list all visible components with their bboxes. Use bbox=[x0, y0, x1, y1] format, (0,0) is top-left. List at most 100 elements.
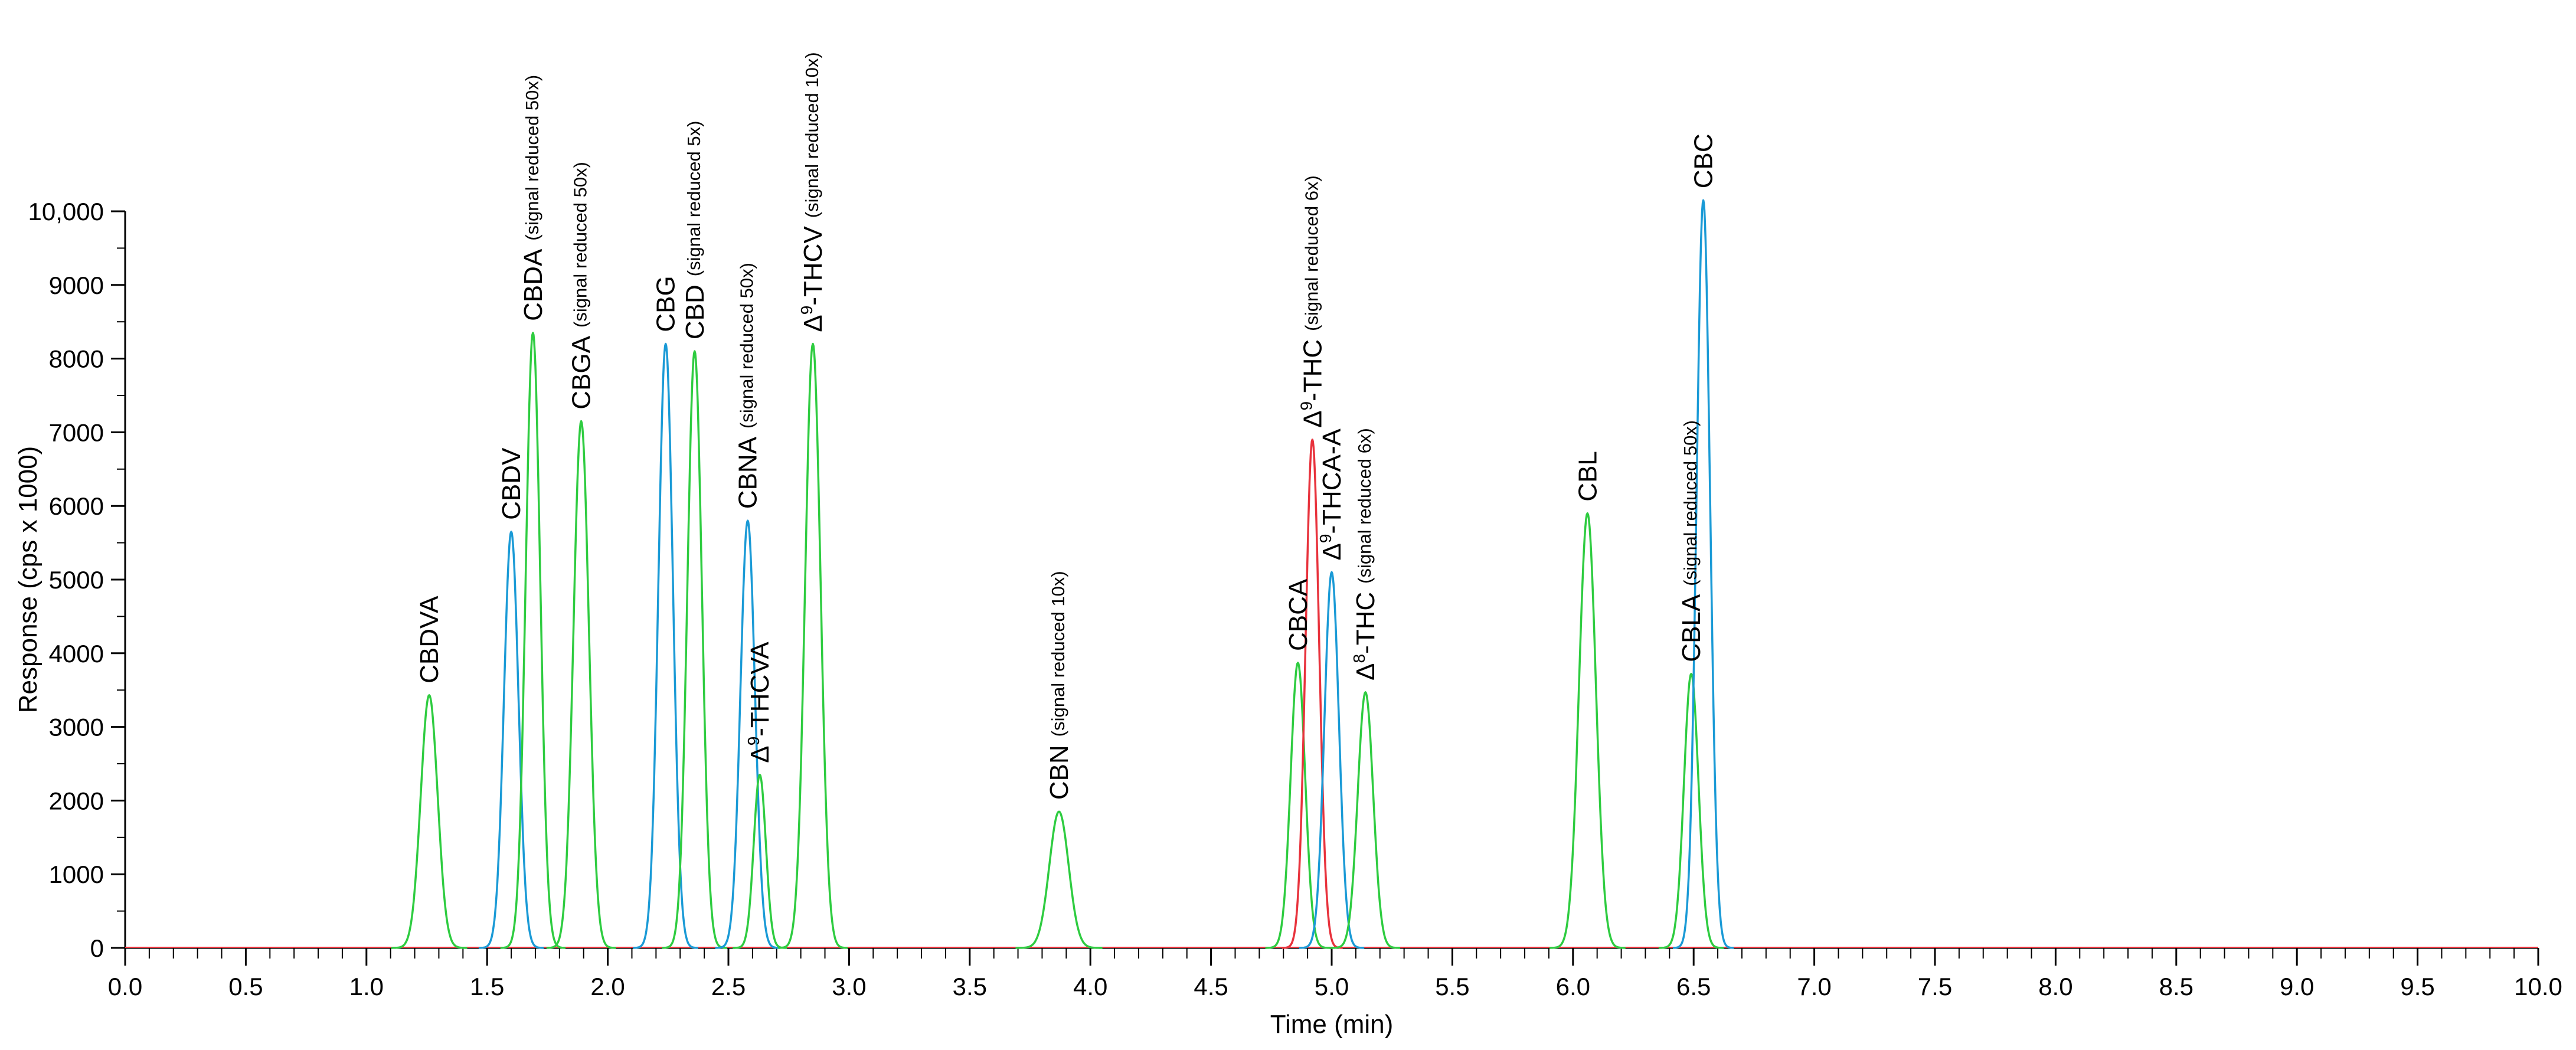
x-tick-label: 7.5 bbox=[1918, 973, 1952, 1000]
peak-label-text: CBGA (signal reduced 50x) bbox=[567, 162, 596, 410]
peak-label-text: Δ8-THC (signal reduced 6x) bbox=[1350, 428, 1380, 681]
peak-note: (signal reduced 6x) bbox=[1301, 175, 1322, 331]
peak-delta-symbol: Δ bbox=[1351, 663, 1380, 681]
peak-note: (signal reduced 50x) bbox=[737, 263, 757, 428]
peak-trace-cbla bbox=[1658, 672, 1725, 949]
peak-label-text: Δ9-THCA-A bbox=[1316, 428, 1346, 560]
peak-name: CBDV bbox=[497, 447, 526, 520]
peak-label-thcv: Δ9-THCV (signal reduced 10x) bbox=[797, 52, 828, 332]
peak-name: CBGA bbox=[567, 335, 596, 409]
peak-name: CBN bbox=[1045, 745, 1074, 800]
peak-label-cbg: CBG bbox=[652, 276, 681, 332]
peak-delta-symbol: Δ bbox=[746, 745, 774, 763]
x-axis-title: Time (min) bbox=[1270, 1010, 1394, 1039]
peak-name: CBD bbox=[681, 284, 710, 339]
peak-trace-thcaa bbox=[1299, 571, 1365, 949]
x-tick-label: 6.0 bbox=[1556, 973, 1590, 1000]
peak-trace-cbd bbox=[661, 350, 728, 949]
peak-trace-cbg bbox=[632, 342, 699, 949]
chart-traces bbox=[125, 199, 2538, 949]
y-tick-label: 2000 bbox=[49, 787, 104, 815]
y-tick-label: 8000 bbox=[49, 345, 104, 373]
peak-label-cbn: CBN (signal reduced 10x) bbox=[1045, 571, 1074, 800]
peak-name: CBNA bbox=[734, 436, 763, 509]
peak-trace-cbda bbox=[499, 332, 566, 949]
x-tick-label: 0.0 bbox=[108, 973, 142, 1000]
peak-label-text: CBNA (signal reduced 50x) bbox=[734, 263, 763, 509]
peak-trace-cbn bbox=[1015, 810, 1103, 949]
y-tick-label: 5000 bbox=[49, 566, 104, 594]
x-tick-label: 1.5 bbox=[470, 973, 504, 1000]
peak-trace-thcv bbox=[777, 342, 848, 949]
peak-label-text: CBN (signal reduced 10x) bbox=[1045, 571, 1074, 800]
peak-delta-symbol: Δ bbox=[1318, 543, 1346, 560]
y-tick-label: 10,000 bbox=[28, 198, 104, 225]
peak-label-text: CBDV bbox=[497, 447, 526, 520]
peak-name: -THCV bbox=[799, 226, 828, 306]
peak-name: CBG bbox=[652, 276, 681, 332]
peak-superscript: 9 bbox=[744, 737, 763, 746]
y-tick-label: 7000 bbox=[49, 418, 104, 446]
peak-label-cbga: CBGA (signal reduced 50x) bbox=[567, 162, 596, 410]
x-tick-label: 2.5 bbox=[711, 973, 746, 1000]
peak-superscript: 9 bbox=[797, 306, 816, 315]
y-tick-label: 3000 bbox=[49, 714, 104, 741]
peak-delta-symbol: Δ bbox=[1298, 411, 1327, 428]
peak-note: (signal reduced 10x) bbox=[802, 52, 822, 218]
peak-label-text: Δ9-THCV (signal reduced 10x) bbox=[797, 52, 828, 332]
peak-note: (signal reduced 50x) bbox=[522, 75, 542, 241]
peak-trace-d8thc bbox=[1330, 691, 1401, 949]
chart-axes: 0.0 0.5 1.0 1.5 2.0 2.5 3.0 3.5 4.0 4.5 5.0 5.5 6.0 6… bbox=[28, 198, 2562, 1000]
peak-label-d8thc: Δ8-THC (signal reduced 6x) bbox=[1350, 428, 1380, 681]
peak-label-text: CBG bbox=[652, 276, 681, 332]
x-tick-label: 2.0 bbox=[590, 973, 625, 1000]
peak-label-cbda: CBDA (signal reduced 50x) bbox=[519, 75, 548, 321]
x-tick-label: 5.0 bbox=[1315, 973, 1349, 1000]
x-tick-label: 3.5 bbox=[953, 973, 987, 1000]
peak-name: CBDVA bbox=[415, 596, 444, 683]
peak-note: (signal reduced 10x) bbox=[1048, 571, 1068, 737]
peak-superscript: 8 bbox=[1350, 654, 1368, 663]
peak-label-text: CBDVA bbox=[415, 596, 444, 683]
peak-label-text: CBCA bbox=[1284, 578, 1313, 651]
peak-label-text: CBLA (signal reduced 50x) bbox=[1677, 420, 1706, 662]
x-tick-label: 1.0 bbox=[349, 973, 384, 1000]
peak-label-cbdv: CBDV bbox=[497, 447, 526, 520]
peak-label-text: CBC bbox=[1689, 133, 1718, 188]
peak-name: CBDA bbox=[519, 248, 548, 321]
peak-label-text: CBD (signal reduced 5x) bbox=[681, 121, 710, 340]
y-tick-label: 6000 bbox=[49, 492, 104, 520]
peak-label-text: CBDA (signal reduced 50x) bbox=[519, 75, 548, 321]
peak-label-cbla: CBLA (signal reduced 50x) bbox=[1677, 420, 1706, 662]
peak-trace-d9thc bbox=[1281, 439, 1343, 949]
peak-label-cbna: CBNA (signal reduced 50x) bbox=[734, 263, 763, 509]
peak-trace-cbc bbox=[1672, 199, 1734, 949]
x-tick-label: 4.5 bbox=[1194, 973, 1228, 1000]
y-tick-label: 1000 bbox=[49, 861, 104, 888]
peak-label-text: CBL bbox=[1573, 451, 1602, 502]
x-tick-label: 0.5 bbox=[228, 973, 263, 1000]
peak-label-thcva: Δ9-THCVA bbox=[744, 642, 774, 763]
chart-peak-labels: CBDVA CBDV CBDA (signal reduced 50x) CBGA (si… bbox=[415, 52, 1718, 800]
peak-name: -THCA-A bbox=[1318, 428, 1346, 534]
peak-trace-cbl bbox=[1549, 512, 1626, 949]
peak-name: CBLA bbox=[1677, 594, 1706, 662]
peak-trace-thcva bbox=[732, 773, 788, 949]
peak-label-text: Δ9-THCVA bbox=[744, 642, 774, 763]
peak-trace-cbdva bbox=[391, 694, 468, 949]
x-tick-label: 7.0 bbox=[1797, 973, 1831, 1000]
peak-superscript: 9 bbox=[1316, 534, 1335, 544]
peak-note: (signal reduced 50x) bbox=[1680, 420, 1701, 586]
peak-trace-cbdv bbox=[478, 531, 544, 949]
x-tick-label: 6.5 bbox=[1676, 973, 1711, 1000]
x-tick-label: 10.0 bbox=[2514, 973, 2562, 1000]
peak-name: -THCVA bbox=[746, 642, 774, 737]
peak-note: (signal reduced 5x) bbox=[684, 121, 704, 277]
x-tick-label: 9.0 bbox=[2280, 973, 2314, 1000]
x-tick-label: 5.5 bbox=[1435, 973, 1469, 1000]
x-tick-label: 4.0 bbox=[1073, 973, 1107, 1000]
x-tick-label: 9.5 bbox=[2400, 973, 2434, 1000]
y-axis-title: Response (cps x 1000) bbox=[14, 446, 43, 713]
peak-trace-cbca bbox=[1264, 662, 1331, 949]
